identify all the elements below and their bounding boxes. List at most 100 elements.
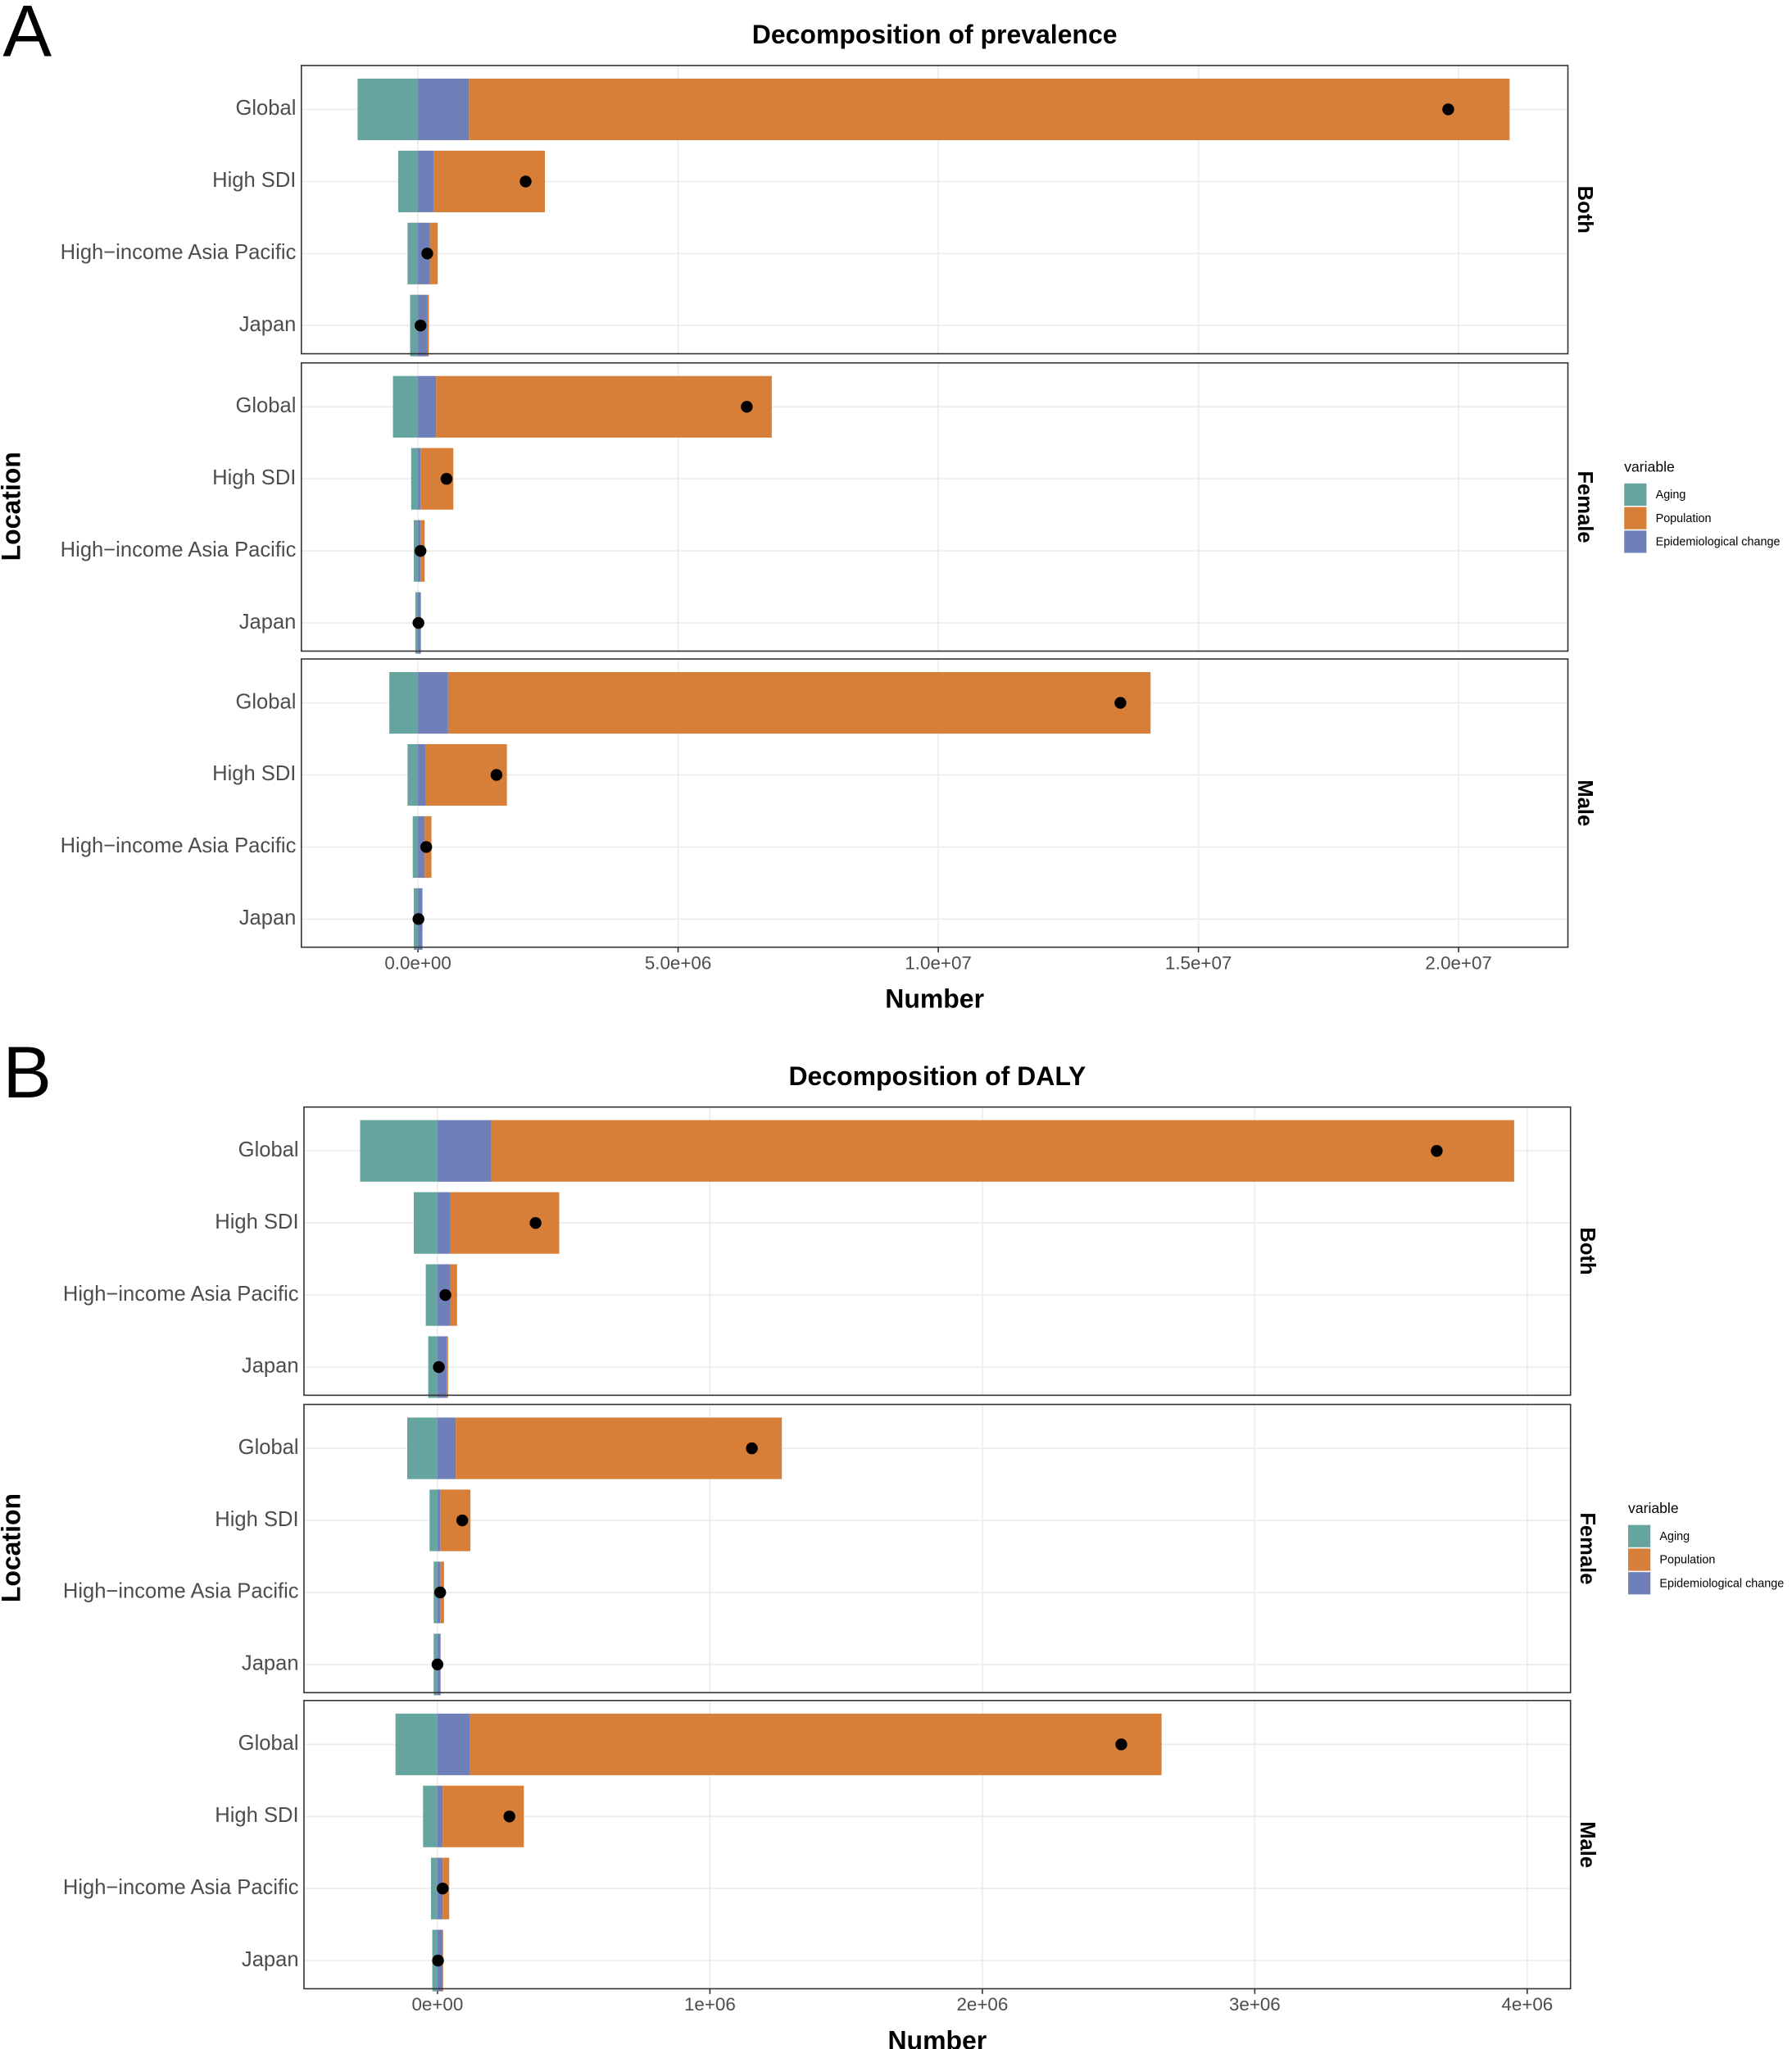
facet-label: Male [1573, 779, 1596, 826]
bar-segment [491, 1120, 1514, 1182]
bar-segment [429, 1489, 438, 1552]
x-axis-title: Number [885, 984, 984, 1014]
y-tick-label: Japan [239, 611, 297, 634]
total-dot [433, 1361, 445, 1374]
total-dot [420, 841, 433, 853]
legend-swatch [1628, 1524, 1651, 1547]
y-tick-label: High−income Asia Pacific [61, 834, 297, 857]
x-tick-label: 1.5e+07 [1165, 952, 1232, 973]
bar-segment [437, 1417, 456, 1479]
total-dot [415, 320, 427, 332]
legend-label: Epidemiological change [1659, 1577, 1784, 1590]
y-tick-label: Global [235, 690, 296, 713]
chart-title: Decomposition of DALY [788, 1061, 1086, 1091]
y-tick-label: Japan [239, 906, 297, 929]
total-dot [529, 1216, 542, 1229]
y-tick-label: High SDI [215, 1804, 298, 1827]
bar-segment [423, 1785, 438, 1847]
bar-segment [437, 1713, 470, 1775]
bar-segment [447, 1336, 448, 1398]
legend-label: Epidemiological change [1656, 536, 1781, 549]
y-tick-label: High SDI [215, 1508, 298, 1531]
y-axis-title: Location [0, 452, 26, 561]
bar-segment [407, 1417, 438, 1479]
legend-title: variable [1624, 458, 1675, 475]
bar-segment [469, 78, 1510, 141]
bar-segment [407, 222, 419, 284]
total-dot [434, 1586, 447, 1599]
bar-segment [437, 1192, 451, 1254]
y-tick-label: High−income Asia Pacific [63, 1876, 299, 1899]
y-tick-label: Japan [242, 1355, 299, 1378]
chart-title: Decomposition of prevalence [752, 20, 1118, 49]
legend-swatch [1628, 1572, 1651, 1595]
y-tick-label: Global [238, 1732, 299, 1755]
total-dot [456, 1514, 469, 1527]
total-dot [440, 473, 453, 485]
x-tick-label: 4e+06 [1501, 1994, 1553, 2015]
legend-swatch [1628, 1548, 1651, 1571]
bar-segment [430, 1857, 438, 1920]
total-dot [415, 544, 427, 557]
facet-label: Male [1576, 1821, 1599, 1868]
total-dot [421, 248, 433, 260]
y-tick-label: Japan [242, 1948, 299, 1971]
legend-label: Aging [1656, 488, 1686, 502]
bar-segment [470, 1713, 1162, 1775]
y-tick-label: High−income Asia Pacific [63, 1283, 299, 1306]
facet-label: Both [1576, 1227, 1599, 1274]
total-dot [746, 1442, 758, 1455]
y-tick-label: High SDI [212, 762, 296, 785]
y-tick-label: Japan [242, 1652, 299, 1675]
x-tick-label: 1e+06 [684, 1994, 736, 2015]
facet-label: Female [1576, 1512, 1599, 1584]
bar-segment [437, 1120, 492, 1182]
bar-segment [437, 1785, 443, 1847]
x-tick-label: 3e+06 [1229, 1994, 1281, 2015]
y-tick-label: Japan [239, 313, 297, 336]
y-tick-label: High−income Asia Pacific [61, 538, 297, 561]
bar-segment [450, 1192, 560, 1254]
total-dot [1442, 103, 1454, 116]
bar-segment [418, 150, 434, 212]
bar-segment [418, 78, 470, 141]
y-tick-label: Global [238, 1436, 299, 1459]
total-dot [412, 913, 424, 925]
bar-segment [437, 1489, 441, 1552]
total-dot [1431, 1145, 1443, 1157]
bar-segment [418, 448, 421, 510]
panel-border [300, 658, 1569, 948]
bar-segment [428, 1336, 438, 1398]
bar-segment [392, 375, 419, 438]
panel-border [300, 361, 1569, 652]
bar-segment [360, 1120, 438, 1182]
total-dot [503, 1810, 515, 1823]
legend-swatch [1624, 507, 1647, 529]
y-tick-label: Global [235, 97, 296, 120]
panel-label: B [2, 1031, 52, 1113]
legend-swatch [1624, 483, 1647, 507]
bar-segment [436, 375, 772, 438]
bar-segment [418, 743, 426, 806]
y-tick-label: High SDI [212, 466, 296, 489]
bar-segment [429, 222, 438, 284]
x-axis-title: Number [887, 2025, 987, 2049]
legend-title: variable [1628, 1500, 1679, 1516]
total-dot [437, 1882, 449, 1895]
total-dot [431, 1658, 444, 1671]
total-dot [490, 769, 503, 781]
y-tick-label: Global [238, 1138, 299, 1161]
x-tick-label: 1.0e+07 [905, 952, 971, 973]
bar-segment [410, 294, 419, 357]
x-tick-label: 0e+00 [412, 1994, 464, 2015]
total-dot [519, 175, 532, 188]
bar-segment [418, 375, 437, 438]
bar-segment [397, 150, 419, 212]
panel-border [303, 1403, 1572, 1694]
total-dot [432, 1954, 444, 1967]
y-axis-title: Location [0, 1493, 26, 1602]
x-tick-label: 2e+06 [956, 1994, 1008, 2015]
bar-segment [357, 78, 419, 141]
bar-segment [411, 448, 419, 510]
